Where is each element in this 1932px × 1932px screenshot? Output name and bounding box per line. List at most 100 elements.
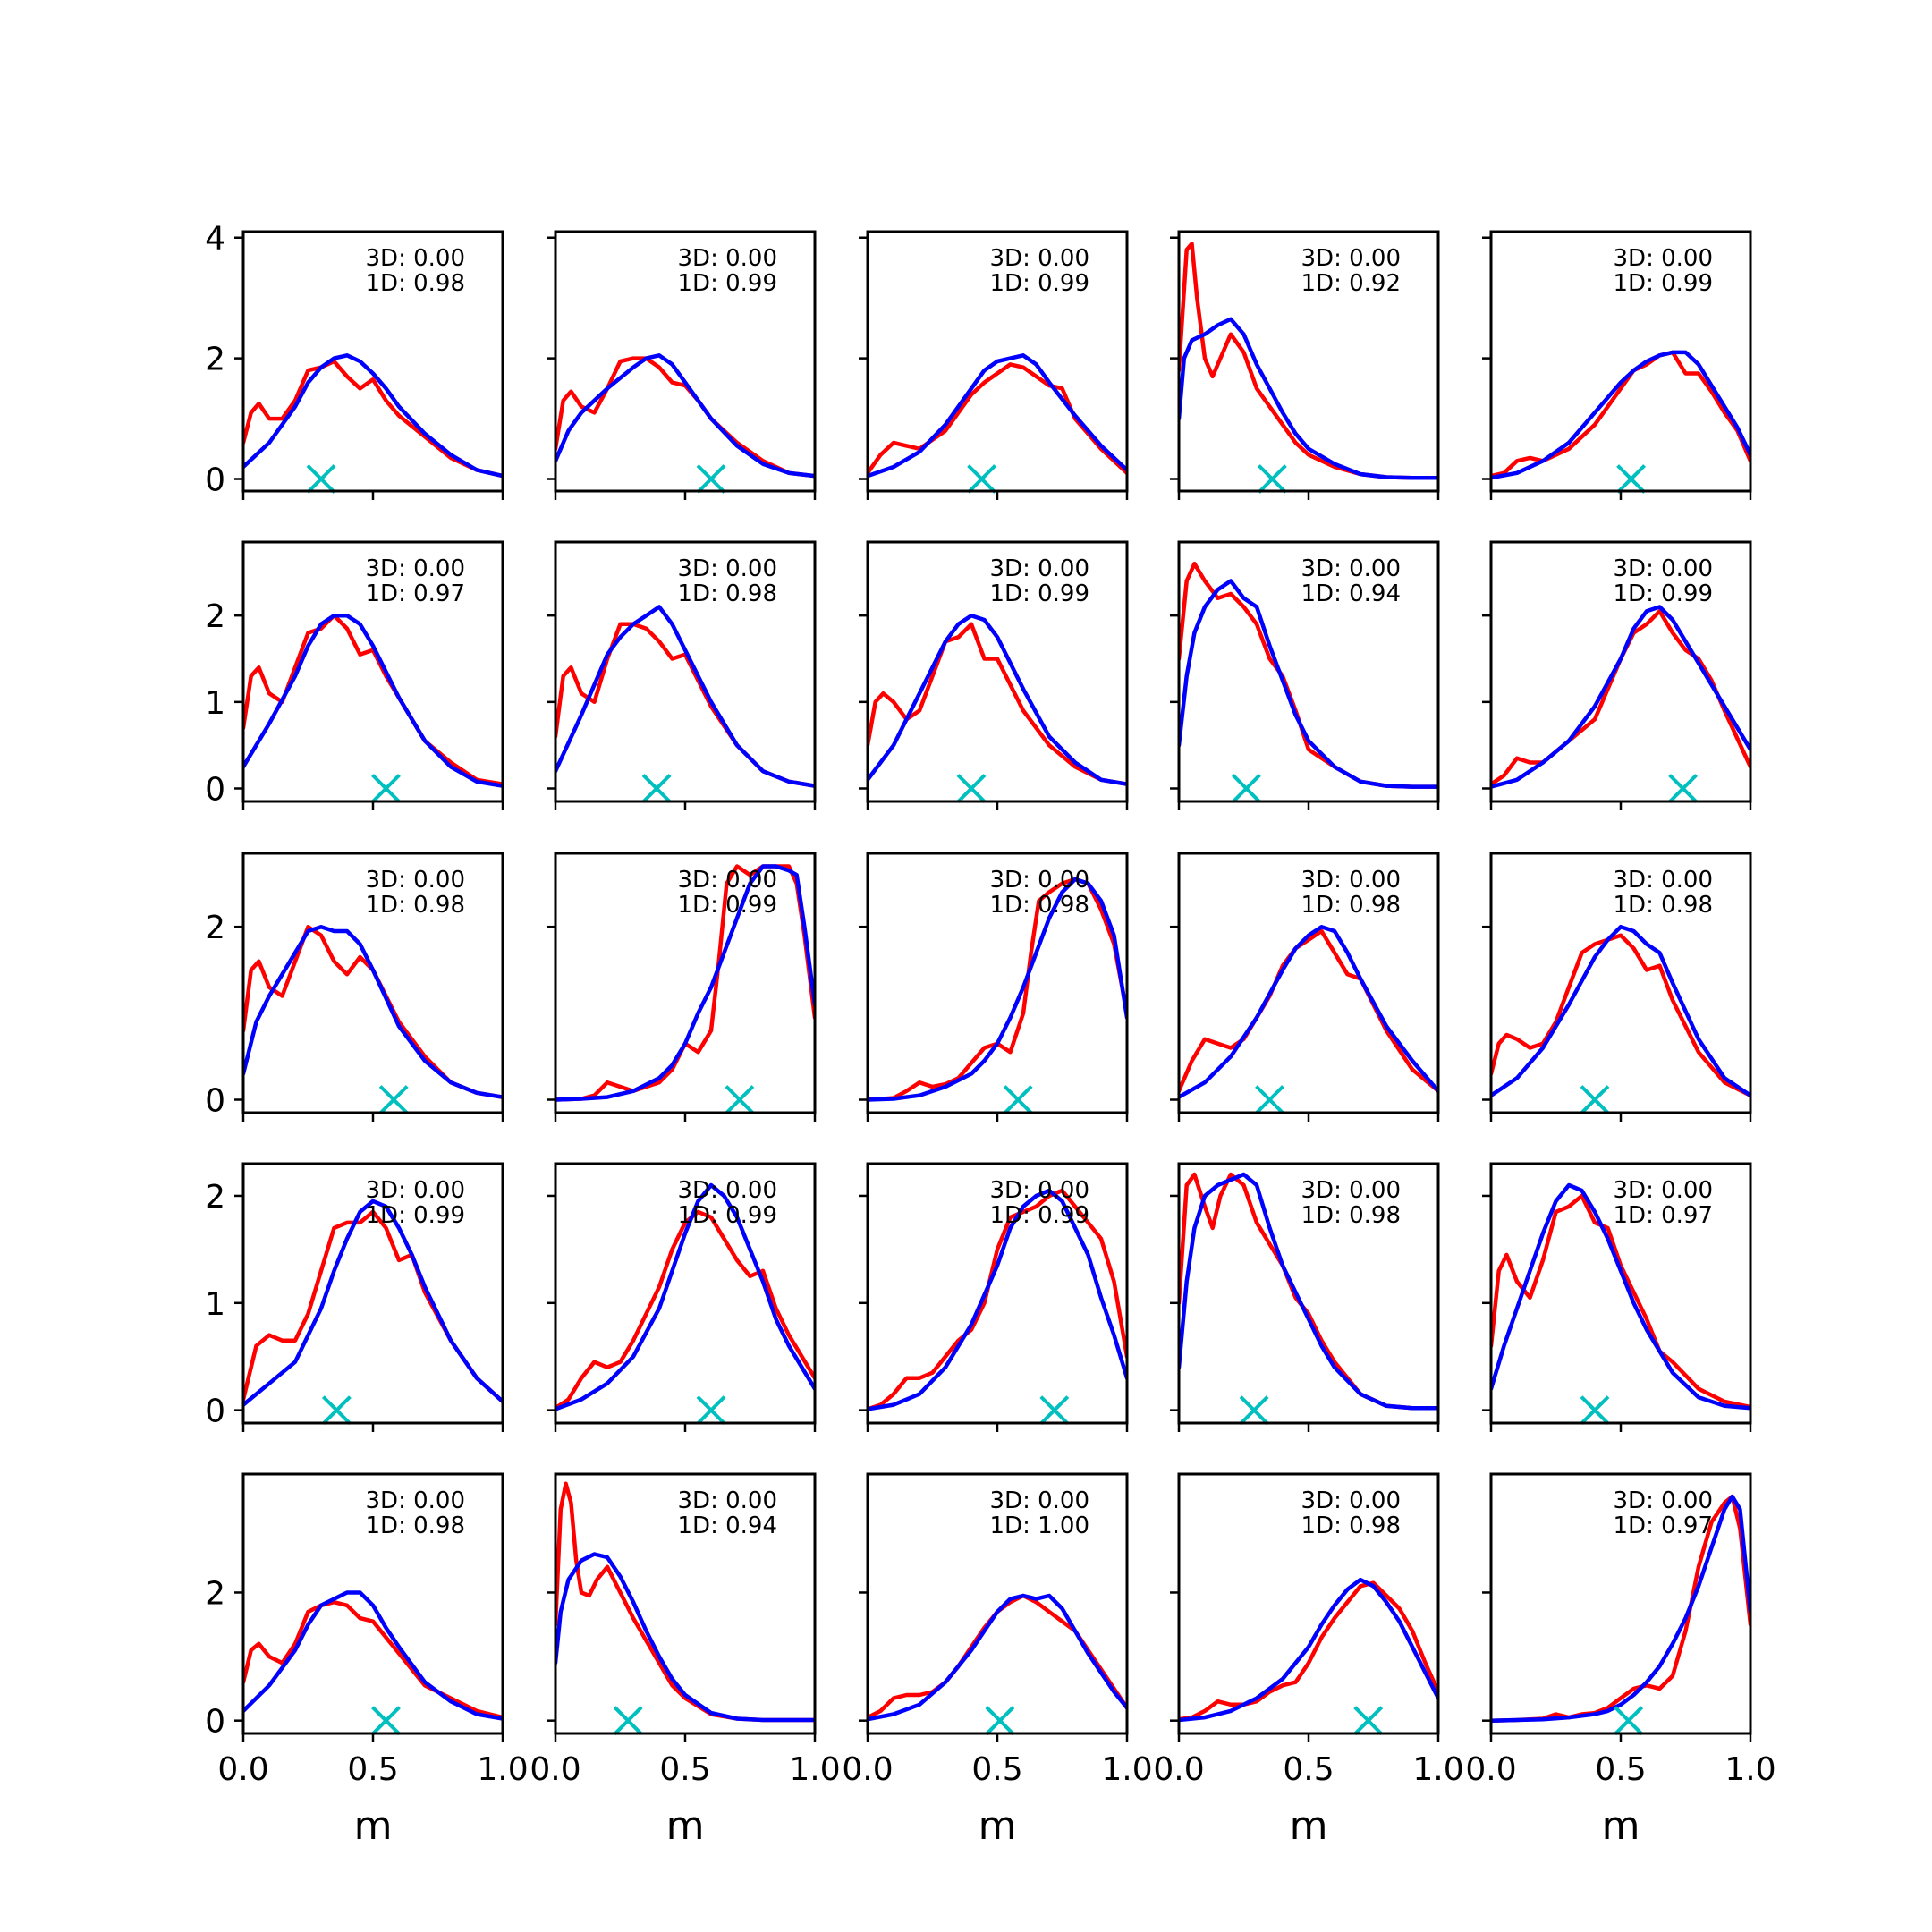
x-tick-label: 1.0 <box>1101 1751 1152 1788</box>
annotation-3d: 3D: 0.00 <box>678 1487 777 1514</box>
blue-density-line <box>243 1199 503 1407</box>
cross-marker <box>321 1395 352 1426</box>
blue-density-line <box>1179 317 1438 480</box>
x-axis-label: m <box>354 1803 393 1849</box>
blue-density-line <box>243 924 503 1099</box>
annotation-1d: 1D: 0.99 <box>990 270 1089 297</box>
x-tick-label: 0.0 <box>217 1751 268 1788</box>
blue-density-line <box>1179 924 1438 1099</box>
blue-density-line <box>555 864 815 1102</box>
blue-density-line <box>555 1552 815 1723</box>
blue-density-line <box>1491 605 1750 789</box>
x-axis-label: m <box>1602 1803 1640 1849</box>
red-density-line <box>243 1599 503 1720</box>
annotation-3d: 3D: 0.00 <box>1614 245 1713 272</box>
red-density-line <box>1491 933 1750 1097</box>
red-density-line <box>868 622 1127 786</box>
x-axis-label: m <box>666 1803 705 1849</box>
x-tick-label: 0.5 <box>971 1751 1022 1788</box>
cross-marker <box>613 1706 643 1736</box>
red-density-line <box>868 362 1127 476</box>
x-tick-label: 0.0 <box>530 1751 580 1788</box>
annotation-1d: 1D: 0.98 <box>1301 1513 1401 1539</box>
blue-density-line <box>555 353 815 479</box>
x-tick-label: 0.5 <box>1283 1751 1334 1788</box>
y-tick-label: 0 <box>205 772 225 809</box>
cross-marker <box>985 1706 1015 1736</box>
x-tick-label: 1.0 <box>1724 1751 1775 1788</box>
cross-marker <box>371 1706 401 1736</box>
blue-density-line <box>555 1182 815 1411</box>
blue-density-line <box>1491 350 1750 480</box>
blue-density-line <box>868 877 1127 1102</box>
cross-marker <box>1231 774 1261 803</box>
annotation-1d: 1D: 0.98 <box>366 892 465 919</box>
cross-marker <box>1614 1706 1644 1736</box>
annotation-3d: 3D: 0.00 <box>990 1177 1089 1204</box>
x-tick-label: 1.0 <box>477 1751 528 1788</box>
y-tick-label: 4 <box>205 221 225 258</box>
blue-density-line <box>1179 1172 1438 1411</box>
cross-marker <box>1580 1085 1610 1114</box>
x-axis-label: m <box>979 1803 1017 1849</box>
blue-density-line <box>243 353 503 479</box>
annotation-3d: 3D: 0.00 <box>366 555 465 582</box>
x-tick-label: 0.5 <box>347 1751 398 1788</box>
y-tick-label: 2 <box>205 598 225 635</box>
annotation-3d: 3D: 0.00 <box>366 1177 465 1204</box>
annotation-3d: 3D: 0.00 <box>1614 867 1713 894</box>
cross-marker <box>1616 464 1647 494</box>
annotation-1d: 1D: 0.94 <box>678 1513 777 1539</box>
red-density-line <box>1179 1580 1438 1722</box>
annotation-3d: 3D: 0.00 <box>1301 1177 1401 1204</box>
red-density-line <box>555 1209 815 1411</box>
cross-marker <box>1255 1085 1284 1114</box>
x-tick-label: 0.0 <box>842 1751 893 1788</box>
cross-marker <box>371 774 401 803</box>
red-density-line <box>243 924 503 1099</box>
cross-marker <box>967 464 997 494</box>
blue-density-line <box>1491 924 1750 1097</box>
annotation-3d: 3D: 0.00 <box>1614 1177 1713 1204</box>
y-tick-label: 2 <box>205 1179 225 1216</box>
cross-marker <box>696 464 726 494</box>
annotation-1d: 1D: 0.97 <box>1614 1513 1713 1539</box>
annotation-3d: 3D: 0.00 <box>1301 245 1401 272</box>
red-density-line <box>1491 350 1750 479</box>
annotation-3d: 3D: 0.00 <box>1301 555 1401 582</box>
cross-marker <box>724 1085 755 1114</box>
annotation-3d: 3D: 0.00 <box>990 867 1089 894</box>
x-tick-label: 0.5 <box>1595 1751 1646 1788</box>
x-tick-label: 0.5 <box>659 1751 710 1788</box>
annotation-3d: 3D: 0.00 <box>366 867 465 894</box>
annotation-3d: 3D: 0.00 <box>678 1177 777 1204</box>
annotation-1d: 1D: 1.00 <box>990 1513 1089 1539</box>
blue-density-line <box>1491 1494 1750 1723</box>
annotation-1d: 1D: 0.98 <box>1614 892 1713 919</box>
annotation-3d: 3D: 0.00 <box>366 1487 465 1514</box>
x-tick-label: 0.0 <box>1153 1751 1204 1788</box>
annotation-1d: 1D: 0.98 <box>366 1513 465 1539</box>
annotation-3d: 3D: 0.00 <box>990 245 1089 272</box>
annotation-1d: 1D: 0.97 <box>366 580 465 607</box>
red-density-line <box>868 1188 1127 1411</box>
annotation-1d: 1D: 0.97 <box>1614 1202 1713 1229</box>
annotation-1d: 1D: 0.99 <box>1614 580 1713 607</box>
x-tick-label: 1.0 <box>1412 1751 1463 1788</box>
cross-marker <box>306 464 336 494</box>
